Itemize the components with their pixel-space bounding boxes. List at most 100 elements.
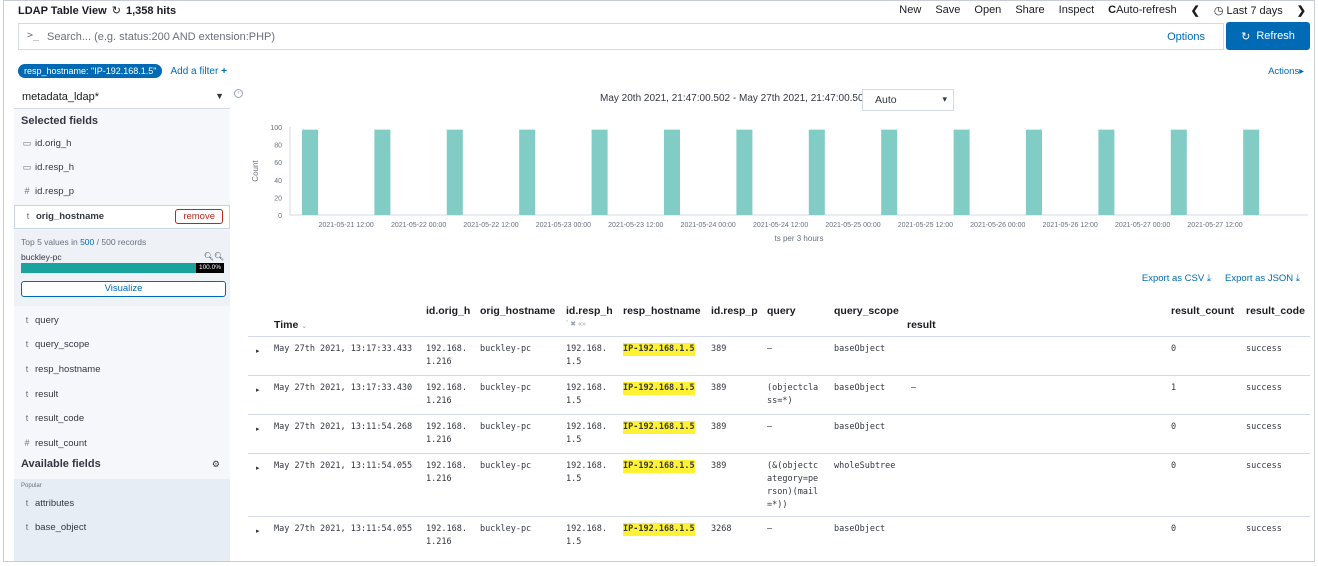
index-pattern-label: metadata_ldap* <box>22 91 100 103</box>
interval-select[interactable]: Auto ▾ <box>862 89 954 111</box>
refresh-icon[interactable]: ↻ <box>111 5 121 17</box>
histogram-bar[interactable] <box>1098 129 1115 215</box>
cell-result-code: success <box>1246 524 1282 534</box>
column-header-id-resp-h[interactable]: id.resp_h ˆ ✖ «» <box>566 305 613 329</box>
field-item-result-code[interactable]: t result_code <box>14 408 230 430</box>
time-next-icon[interactable]: ❯ <box>1296 5 1306 17</box>
field-sidebar: metadata_ldap* ▼ Selected fields ▭ id.or… <box>14 85 230 561</box>
column-header-result-count[interactable]: result_count <box>1171 305 1235 317</box>
field-item-id-orig-h[interactable]: ▭ id.orig_h <box>14 133 230 155</box>
column-header-id-orig-h[interactable]: id.orig_h <box>426 305 471 317</box>
plus-icon: + <box>221 65 227 77</box>
field-item-orig-hostname[interactable]: t orig_hostname remove <box>14 205 230 229</box>
auto-refresh-icon: C <box>1108 4 1117 16</box>
cell-time: May 27th 2021, 13:17:33.430 <box>274 383 413 393</box>
field-item-id-resp-h[interactable]: ▭ id.resp_h <box>14 157 230 179</box>
histogram-bar[interactable] <box>591 129 608 215</box>
menu-new[interactable]: New <box>899 4 922 16</box>
histogram-chart[interactable]: Count 0 20 40 60 80 100 2021-05-21 12:00 2021-05… <box>246 119 1312 247</box>
gear-icon[interactable]: ⚙ <box>211 459 220 469</box>
field-item-result[interactable]: t result <box>14 384 230 406</box>
expand-row-icon[interactable]: ▸ <box>256 426 260 433</box>
top5-count-link[interactable]: 500 <box>80 237 95 247</box>
y-tick-label: 20 <box>274 195 282 202</box>
top-value-percent: 100.0% <box>195 263 224 273</box>
collapse-sidebar-icon[interactable]: ‹ <box>234 89 243 98</box>
auto-refresh-button[interactable]: CAuto-refresh <box>1108 4 1176 17</box>
histogram-bar[interactable] <box>736 129 753 215</box>
export-json-link[interactable]: Export as JSON ⤓ <box>1225 273 1300 284</box>
menu-share[interactable]: Share <box>1015 4 1045 16</box>
column-header-query-scope[interactable]: query_scope <box>834 305 899 317</box>
histogram-bar[interactable] <box>519 129 536 215</box>
filter-bar: resp_hostname: "IP-192.168.1.5" Add a fi… <box>18 63 227 79</box>
histogram-bar[interactable] <box>374 129 391 215</box>
histogram-bar[interactable] <box>953 129 970 215</box>
histogram-bar[interactable] <box>664 129 680 215</box>
time-picker[interactable]: ◷ Last 7 days <box>1214 4 1283 17</box>
visualize-button[interactable]: Visualize <box>21 281 226 297</box>
x-tick-label: 2021-05-27 00:00 <box>1115 222 1170 229</box>
table-row[interactable]: ▸ May 27th 2021, 13:11:54.268 192.168. 1.2… <box>248 414 1310 453</box>
column-controls-icons[interactable]: ˆ ✖ «» <box>566 321 586 328</box>
field-item-query[interactable]: t query <box>14 310 230 332</box>
histogram-bar[interactable] <box>302 129 318 215</box>
field-item-resp-hostname[interactable]: t resp_hostname <box>14 359 230 381</box>
column-header-orig-hostname[interactable]: orig_hostname <box>480 305 556 317</box>
column-header-result[interactable]: result <box>907 319 936 331</box>
field-item-result-count[interactable]: # result_count <box>14 433 230 455</box>
menu-open[interactable]: Open <box>974 4 1002 16</box>
actions-link[interactable]: Actions▸ <box>1268 66 1304 77</box>
menu-inspect[interactable]: Inspect <box>1058 4 1095 16</box>
options-link[interactable]: Options <box>1167 31 1205 43</box>
x-tick-label: 2021-05-22 00:00 <box>391 222 446 229</box>
expand-row-icon[interactable]: ▸ <box>256 528 260 535</box>
popular-label: Popular <box>21 483 42 489</box>
search-bar[interactable]: >_ Search... (e.g. status:200 AND extens… <box>18 23 1224 50</box>
export-csv-link[interactable]: Export as CSV ⤓ <box>1142 273 1211 284</box>
cell-query: – <box>767 344 773 354</box>
table-row[interactable]: ▸ May 27th 2021, 13:17:33.433 192.168. 1.2… <box>248 336 1310 375</box>
cell-result: – <box>911 383 917 393</box>
column-header-result-code[interactable]: result_code <box>1246 305 1305 317</box>
histogram-bar[interactable] <box>1170 129 1187 215</box>
search-input[interactable]: Search... (e.g. status:200 AND extension… <box>47 31 276 43</box>
field-name: id.resp_h <box>35 162 75 173</box>
table-row[interactable]: ▸ May 27th 2021, 13:17:33.430 192.168. 1.2… <box>248 375 1310 414</box>
column-header-id-resp-p[interactable]: id.resp_p <box>711 305 758 317</box>
histogram-bar[interactable] <box>881 129 898 215</box>
column-header-query[interactable]: query <box>767 305 796 317</box>
index-pattern-select[interactable]: metadata_ldap* ▼ <box>14 85 230 109</box>
sort-icon[interactable]: ⌄ <box>301 323 308 330</box>
expand-row-icon[interactable]: ▸ <box>256 348 260 355</box>
remove-field-button[interactable]: remove <box>175 209 223 224</box>
histogram-bar[interactable] <box>1243 129 1260 215</box>
add-filter-link[interactable]: Add a filter + <box>170 66 226 77</box>
histogram-bar[interactable] <box>446 129 463 215</box>
field-name: resp_hostname <box>35 364 101 375</box>
field-item-attributes[interactable]: t attributes <box>14 493 230 515</box>
field-type-icon: ▭ <box>22 162 32 172</box>
field-item-query-scope[interactable]: t query_scope <box>14 334 230 356</box>
filter-magnify-icons[interactable]: 🔍︎🔍︎ <box>203 252 224 261</box>
cell-orig-hostname: buckley-pc <box>480 344 532 354</box>
actions-label: Actions <box>1268 66 1300 77</box>
histogram-bar[interactable] <box>808 129 825 215</box>
menu-save[interactable]: Save <box>935 4 961 16</box>
expand-row-icon[interactable]: ▸ <box>256 465 260 472</box>
x-tick-label: 2021-05-26 00:00 <box>970 222 1025 229</box>
field-item-id-resp-p[interactable]: # id.resp_p <box>14 181 230 203</box>
time-prev-icon[interactable]: ❮ <box>1190 5 1200 17</box>
column-header-resp-hostname[interactable]: resp_hostname <box>623 305 701 317</box>
table-row[interactable]: ▸ May 27th 2021, 13:11:54.055 192.168. 1.2… <box>248 516 1310 558</box>
cell-resp-h: 192.168. 1.5 <box>566 422 607 445</box>
field-type-icon: t <box>25 339 29 349</box>
refresh-button[interactable]: ↻ Refresh <box>1226 22 1310 50</box>
filter-pill[interactable]: resp_hostname: "IP-192.168.1.5" <box>18 64 163 78</box>
column-header-time[interactable]: Time ⌄ <box>274 319 307 331</box>
expand-row-icon[interactable]: ▸ <box>256 387 260 394</box>
field-item-base-object[interactable]: t base_object <box>14 517 230 539</box>
table-row[interactable]: ▸ May 27th 2021, 13:11:54.055 192.168. 1.2… <box>248 453 1310 516</box>
top-value-bar-fill <box>21 263 224 273</box>
histogram-bar[interactable] <box>1026 129 1042 215</box>
